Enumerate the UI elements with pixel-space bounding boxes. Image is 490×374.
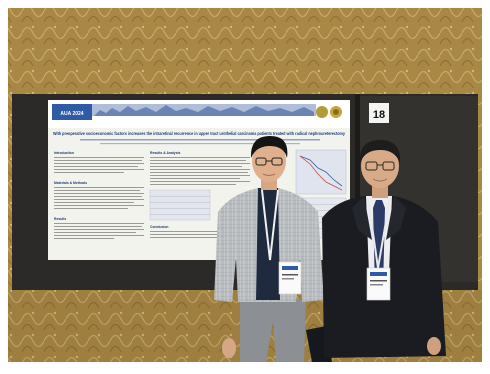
- board-number-card: 18: [369, 103, 389, 123]
- university-seal-left: [316, 106, 328, 118]
- section-heading-conclusion: Conclusion: [150, 225, 168, 229]
- section-heading-analysis: Results & Analysis: [150, 151, 181, 155]
- section-heading-results: Results: [54, 217, 66, 221]
- lanyard-left: [261, 189, 279, 261]
- person-right: [322, 140, 446, 358]
- conference-logo-text: AUA 2024: [60, 111, 83, 117]
- survival-figure: [295, 149, 347, 195]
- section-heading-introduction: Introduction: [54, 151, 74, 155]
- trousers-left: [240, 300, 306, 362]
- section-heading-methods: Materials & Methods: [54, 181, 87, 185]
- poster-title: With preoperative socioeconomic factors …: [53, 131, 346, 136]
- research-poster: AUA 2024 With preoperative socioeconomic…: [48, 100, 350, 260]
- conference-logo: [52, 104, 92, 120]
- glasses-right: [365, 161, 378, 171]
- hair-left: [250, 136, 288, 158]
- person-left: [214, 136, 332, 362]
- face-right: [361, 144, 399, 188]
- results-table: [149, 189, 211, 221]
- board-number: 18: [373, 109, 385, 121]
- hair-right: [359, 140, 401, 164]
